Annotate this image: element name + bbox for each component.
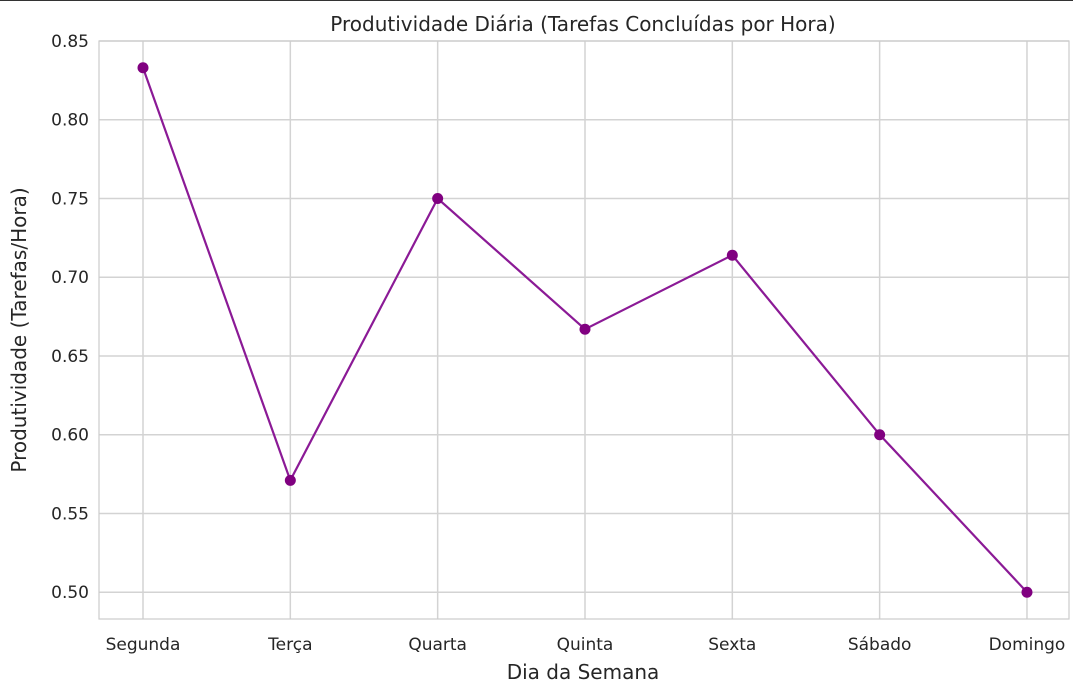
- y-tick-label: 0.85: [51, 32, 89, 52]
- markers: [137, 62, 1033, 598]
- data-point: [284, 474, 296, 486]
- data-point: [874, 429, 886, 441]
- y-tick-label: 0.60: [51, 426, 89, 446]
- y-axis-label: Produtividade (Tarefas/Hora): [7, 187, 31, 472]
- data-point: [432, 192, 444, 204]
- x-tick-label: Quinta: [557, 635, 614, 655]
- x-tick-label: Domingo: [989, 635, 1066, 655]
- top-rule: [0, 0, 1073, 1]
- data-point: [1021, 586, 1033, 598]
- y-tick-label: 0.65: [51, 347, 89, 367]
- y-tick-label: 0.55: [51, 504, 89, 524]
- x-axis: Segunda Terça Quarta Quinta Sexta Sábado Domin…: [106, 635, 1066, 655]
- y-tick-label: 0.70: [51, 268, 89, 288]
- x-tick-label: Sábado: [848, 635, 912, 655]
- data-point: [137, 62, 149, 74]
- y-tick-label: 0.80: [51, 111, 89, 131]
- plot-frame: [98, 40, 1070, 620]
- chart-title: Produtividade Diária (Tarefas Concluídas…: [330, 12, 835, 36]
- y-tick-label: 0.75: [51, 189, 89, 209]
- x-tick-label: Segunda: [106, 635, 181, 655]
- x-tick-label: Terça: [267, 635, 312, 655]
- data-point: [579, 323, 591, 335]
- x-axis-label: Dia da Semana: [507, 660, 660, 684]
- data-point: [726, 249, 738, 261]
- grid: [99, 40, 1069, 619]
- y-axis: 0.50 0.55 0.60 0.65 0.70 0.75 0.80 0.85: [51, 32, 89, 603]
- y-tick-label: 0.50: [51, 583, 89, 603]
- x-tick-label: Quarta: [408, 635, 467, 655]
- x-tick-label: Sexta: [708, 635, 756, 655]
